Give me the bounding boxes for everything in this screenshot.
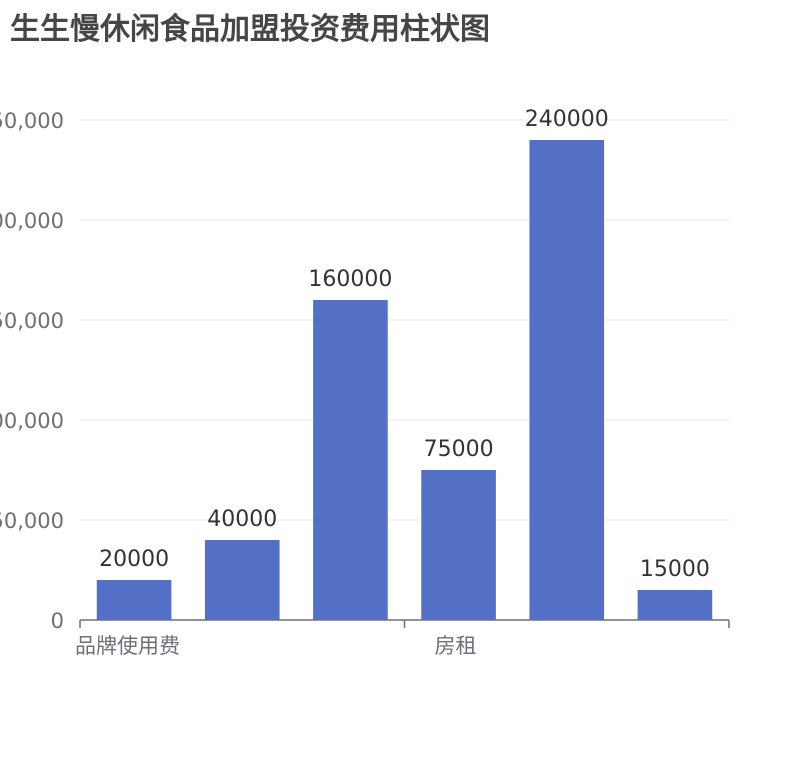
bar-value-label: 20000 [99,547,169,572]
y-axis-tick-labels: 0 50,000 100,000 150,000 200,000 250,000 [0,109,64,633]
bar [204,540,280,620]
y-tick-label: 250,000 [0,109,64,133]
y-tick-label: 0 [51,609,64,633]
bar-value-label: 75000 [424,437,494,462]
bar-value-label: 40000 [207,507,277,532]
bars [96,140,713,620]
bar [313,300,388,620]
bar [96,580,172,620]
x-axis: 品牌使用费 房租 [75,619,730,658]
bar-value-label: 160000 [308,267,392,292]
chart-title: 生生慢休闲食品加盟投资费用柱状图 [10,12,490,47]
bar [529,140,605,620]
x-tick-label: 房租 [435,634,477,658]
y-tick-label: 150,000 [0,309,64,333]
bar-value-label: 240000 [525,107,609,132]
grid-lines [80,119,729,521]
y-tick-label: 50,000 [0,509,64,533]
bar [421,470,496,620]
y-tick-label: 100,000 [0,409,64,433]
x-tick-label: 品牌使用费 [75,634,180,658]
bar-value-labels: 20000 40000 160000 75000 240000 15000 [99,107,710,582]
y-tick-label: 200,000 [0,209,64,233]
bar [637,590,713,620]
bar-value-label: 15000 [640,557,710,582]
